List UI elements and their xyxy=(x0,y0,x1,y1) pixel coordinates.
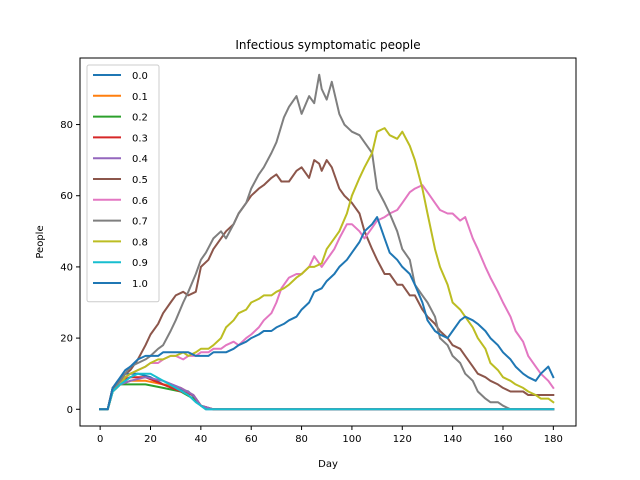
x-tick-label: 80 xyxy=(295,434,308,445)
x-axis-label: Day xyxy=(318,459,338,470)
plot-area xyxy=(99,73,555,411)
y-axis-label: People xyxy=(35,225,46,258)
series-line-0-5 xyxy=(99,159,555,411)
legend-label: 0.4 xyxy=(132,154,148,165)
x-tick-label: 120 xyxy=(393,434,412,445)
x-tick-label: 160 xyxy=(493,434,512,445)
y-tick-label: 60 xyxy=(60,191,73,202)
legend-label: 0.2 xyxy=(132,113,148,124)
legend-label: 0.8 xyxy=(132,237,148,248)
x-tick-label: 20 xyxy=(144,434,157,445)
legend-label: 0.9 xyxy=(132,258,148,269)
series-line-0-7 xyxy=(99,73,517,411)
x-tick-label: 60 xyxy=(245,434,258,445)
plot-frame xyxy=(79,57,577,427)
legend-label: 0.7 xyxy=(132,217,148,228)
y-tick-label: 0 xyxy=(67,405,73,416)
x-tick-label: 100 xyxy=(342,434,361,445)
legend: 0.0 0.1 0.2 0.3 0.4 0.5 0.6 0.7 0.8 0.9 1.0 xyxy=(86,64,160,303)
x-tick-label: 140 xyxy=(443,434,462,445)
y-axis: 0 20 40 60 80 xyxy=(60,120,80,416)
y-tick-label: 20 xyxy=(60,334,73,345)
x-tick-label: 180 xyxy=(544,434,563,445)
legend-label: 0.3 xyxy=(132,133,148,144)
x-tick-label: 40 xyxy=(194,434,207,445)
legend-label: 0.6 xyxy=(132,196,148,207)
legend-label: 0.1 xyxy=(132,92,148,103)
x-tick-label: 0 xyxy=(97,434,103,445)
series-line-1-0 xyxy=(99,216,555,411)
legend-label: 1.0 xyxy=(132,279,148,290)
legend-label: 0.0 xyxy=(132,71,148,82)
chart-title: Infectious symptomatic people xyxy=(235,38,420,52)
x-axis: 0 20 40 60 80 100 120 140 160 180 xyxy=(97,426,563,445)
legend-box xyxy=(86,64,160,303)
series-line-0-8 xyxy=(99,127,555,411)
series-line-0-9 xyxy=(99,372,555,411)
legend-label: 0.5 xyxy=(132,175,148,186)
y-tick-label: 40 xyxy=(60,262,73,273)
y-tick-label: 80 xyxy=(60,120,73,131)
